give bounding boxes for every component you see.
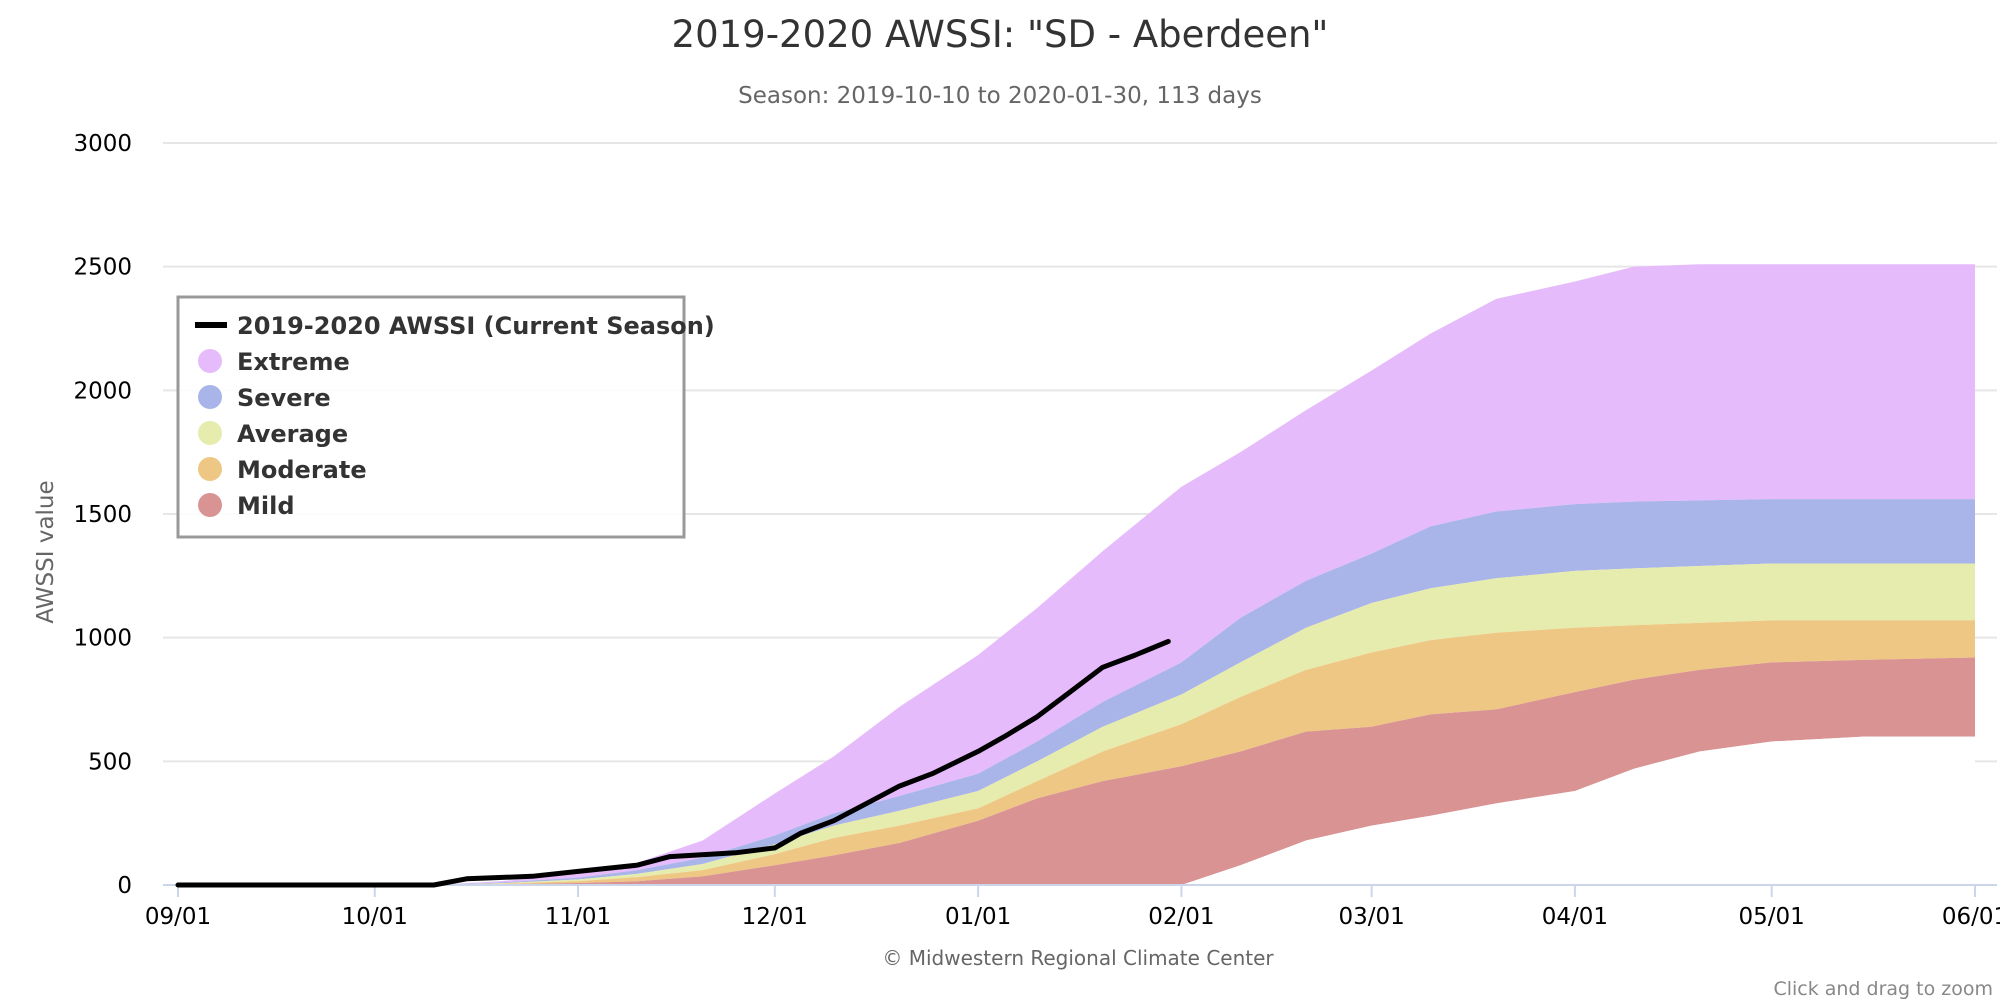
- axes: 0 500 1000 1500 2000 2500 3000 09/01 10/01 11/01 1…: [73, 131, 2000, 930]
- zoom-hint: Click and drag to zoom: [1773, 978, 1993, 1000]
- legend-item-average[interactable]: Average: [237, 420, 348, 448]
- legend-swatch-extreme: [198, 349, 222, 373]
- band-average: [433, 563, 1976, 885]
- x-tick-label: 04/01: [1542, 904, 1608, 930]
- legend-swatch-severe: [198, 385, 222, 409]
- x-tick-label: 12/01: [742, 904, 808, 930]
- y-tick-label: 2500: [73, 255, 132, 281]
- current-season-line[interactable]: [175, 638, 1171, 888]
- y-axis-label: AWSSI value: [33, 480, 59, 623]
- x-tick-label: 09/01: [145, 904, 211, 930]
- current-season-series[interactable]: [175, 638, 1171, 888]
- x-tick-label: 06/01: [1942, 904, 2000, 930]
- chart-subtitle: Season: 2019-10-10 to 2020-01-30, 113 da…: [738, 83, 1262, 109]
- y-tick-label: 1500: [73, 502, 132, 528]
- legend-swatch-average: [198, 421, 222, 445]
- legend-item-current-season[interactable]: 2019-2020 AWSSI (Current Season): [237, 312, 715, 340]
- legend-item-extreme[interactable]: Extreme: [237, 348, 350, 376]
- climatology-bands: [433, 264, 1976, 885]
- y-tick-label: 2000: [73, 378, 132, 404]
- legend-swatch-moderate: [198, 457, 222, 481]
- legend-item-moderate[interactable]: Moderate: [237, 456, 367, 484]
- x-tick-label: 10/01: [342, 904, 408, 930]
- x-tick-label: 03/01: [1338, 904, 1404, 930]
- legend-swatch-mild: [198, 493, 222, 517]
- band-moderate: [433, 620, 1976, 885]
- y-tick-label: 3000: [73, 131, 132, 157]
- legend[interactable]: 2019-2020 AWSSI (Current Season) Extreme…: [176, 295, 715, 539]
- x-tick-label: 05/01: [1739, 904, 1805, 930]
- x-tick-label: 01/01: [945, 904, 1011, 930]
- y-tick-label: 0: [117, 873, 132, 899]
- y-tick-label: 500: [88, 749, 132, 775]
- legend-item-mild[interactable]: Mild: [237, 492, 295, 520]
- legend-box: [176, 295, 686, 539]
- chart-title: 2019-2020 AWSSI: "SD - Aberdeen": [672, 13, 1329, 56]
- band-mild: [433, 657, 1976, 885]
- band-severe: [433, 499, 1976, 885]
- band-mild-floor: [433, 736, 1976, 885]
- band-extreme: [433, 264, 1976, 885]
- x-tick-label: 02/01: [1148, 904, 1214, 930]
- chart-credit[interactable]: © Midwestern Regional Climate Center: [882, 946, 1274, 970]
- legend-item-severe[interactable]: Severe: [237, 384, 331, 412]
- y-tick-label: 1000: [73, 626, 132, 652]
- x-tick-label: 11/01: [545, 904, 611, 930]
